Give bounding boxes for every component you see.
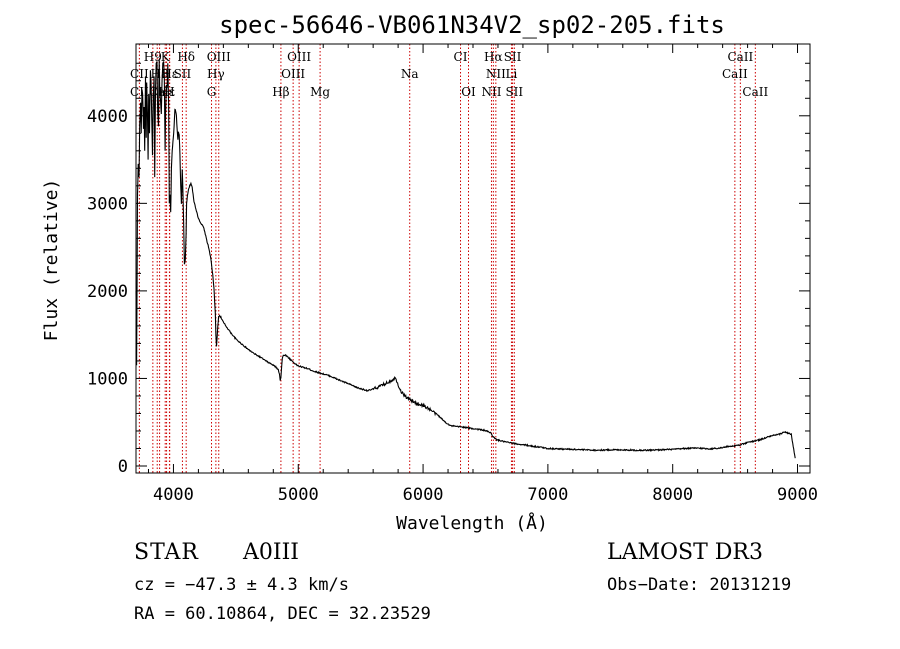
y-tick-label: 3000 — [87, 194, 128, 214]
chart-title: spec-56646-VB061N34V2_sp02-205.fits — [219, 11, 725, 39]
spectral-line-label: CaII — [722, 67, 748, 81]
line-markers-group — [138, 44, 756, 473]
x-tick-label: 6000 — [403, 485, 444, 505]
spectral-line-label: CaII — [727, 50, 753, 64]
spectral-line-label: CII — [130, 85, 149, 99]
y-tick-label: 4000 — [87, 107, 128, 127]
spectral-line-label: CII — [130, 67, 149, 81]
x-axis-label: Wavelength (Å) — [396, 512, 548, 534]
x-tick-label: 9000 — [777, 485, 818, 505]
spectral-line-label: SII — [505, 85, 523, 99]
spectral-line-label: NII — [486, 67, 506, 81]
spectral-line-label: OI — [461, 85, 476, 99]
x-tick-label: 4000 — [153, 485, 194, 505]
spectral-line-label: Hβ — [272, 85, 289, 99]
spectral-line-label: Hδ — [177, 50, 195, 64]
y-axis-ticks: 0 1000 2000 3000 4000 — [87, 62, 810, 477]
spectral-line-label: Hα — [484, 50, 503, 64]
spectral-line-label: NII — [481, 85, 501, 99]
spectral-line-label: SII — [174, 67, 192, 81]
observation-date: Obs−Date: 20131219 — [607, 575, 792, 595]
spectral-line-label: Na — [401, 67, 419, 81]
spectrum-line — [135, 58, 796, 459]
object-class: STAR — [134, 540, 199, 565]
x-tick-label: 8000 — [652, 485, 693, 505]
y-axis-label: Flux (relative) — [41, 179, 62, 342]
spectral-line-label: G — [207, 85, 217, 99]
sky-coordinates: RA = 60.10864, DEC = 32.23529 — [134, 604, 431, 624]
plot-frame — [135, 43, 811, 474]
plot-axes — [135, 43, 811, 474]
spectral-line-label: OIII — [207, 50, 231, 64]
survey-name: LAMOST DR3 — [607, 540, 763, 565]
spectral-line-label: OIII — [287, 50, 311, 64]
spectral-line-label: Hε — [161, 67, 178, 81]
spectral-line-label: K — [161, 50, 171, 64]
spectral-line-label: CI — [454, 50, 468, 64]
spectral-line-label: CaII — [742, 85, 768, 99]
spectral-line-label: Mg — [310, 85, 330, 99]
y-tick-label: 0 — [118, 457, 128, 477]
spectral-line-label: OIII — [281, 67, 305, 81]
object-subclass: A0III — [243, 540, 299, 565]
y-tick-label: 1000 — [87, 369, 128, 389]
x-tick-label: 7000 — [527, 485, 568, 505]
spectral-line-label: Hγ — [207, 67, 225, 81]
spectral-line-label: Li — [506, 67, 518, 81]
redshift-velocity: cz = −47.3 ± 4.3 km/s — [134, 575, 349, 595]
y-tick-label: 2000 — [87, 282, 128, 302]
x-axis-ticks: 4000 5000 6000 7000 8000 9000 — [147, 44, 818, 505]
spectral-line-label: H — [164, 85, 174, 99]
spectral-line-label: H9 — [144, 50, 162, 64]
spectral-line-label: SII — [504, 50, 522, 64]
x-tick-label: 5000 — [278, 485, 319, 505]
